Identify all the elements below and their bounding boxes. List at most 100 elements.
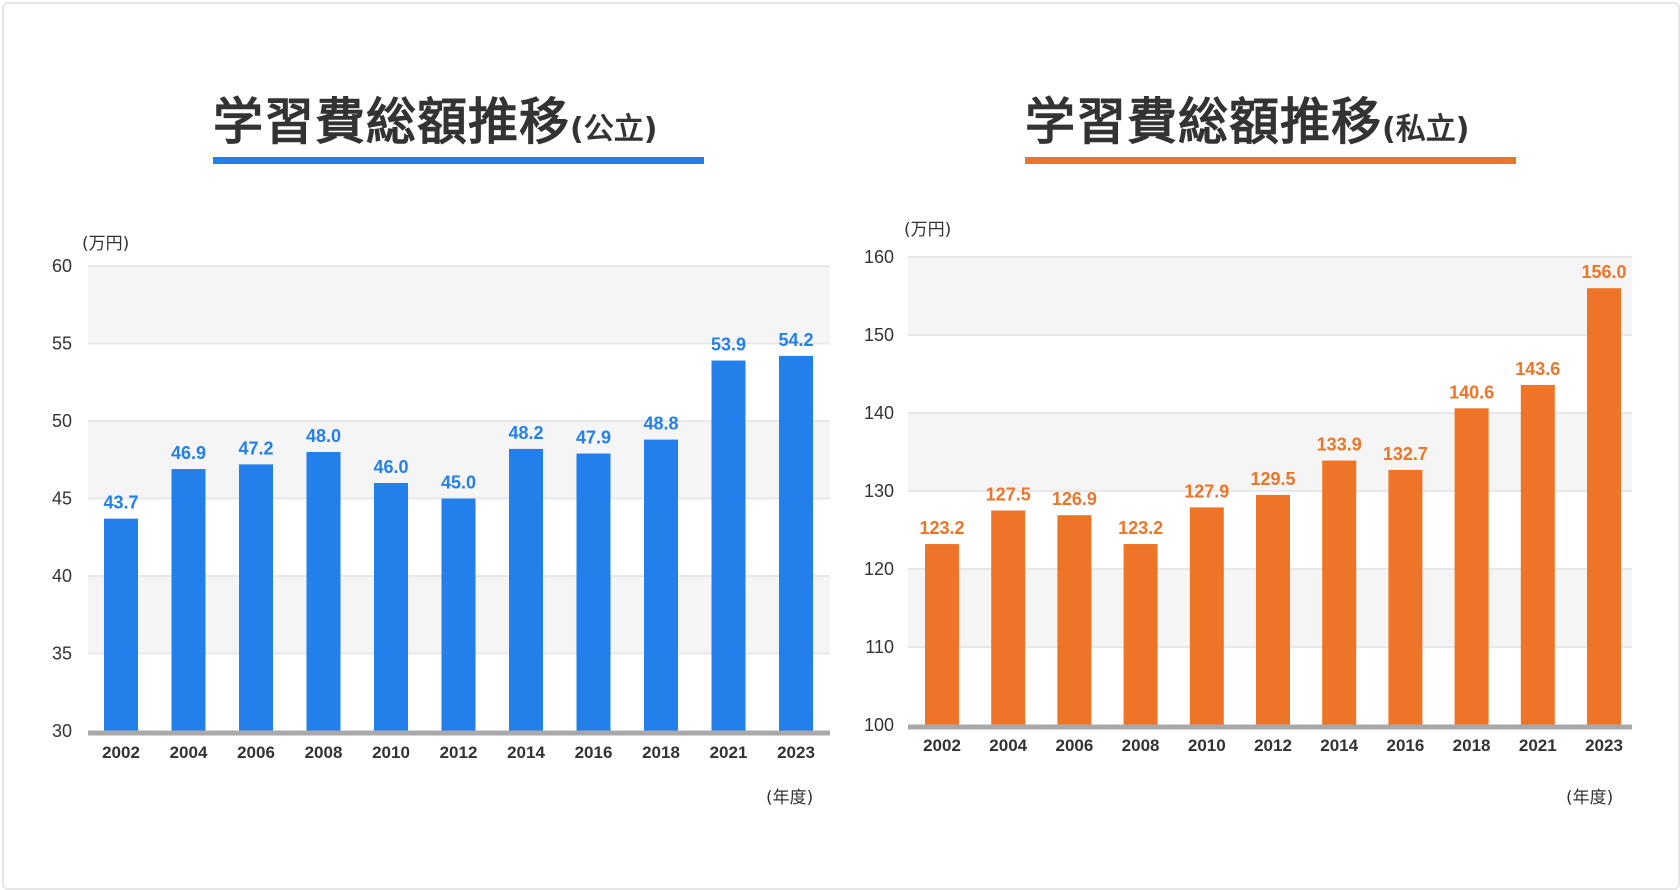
x-tick-label: 2014 <box>507 743 545 762</box>
y-tick-label: 55 <box>52 334 72 354</box>
data-label: 48.0 <box>306 426 341 446</box>
bar-chart-private: 100 110 120 130 140 150 160 123.2 2002 127.5 2004 1… <box>864 247 1632 755</box>
y-tick-label: 50 <box>52 411 72 431</box>
y-unit-label: (万円) <box>904 220 952 240</box>
grid-band <box>88 421 830 499</box>
bar <box>1388 469 1423 725</box>
x-tick-label: 2016 <box>1386 736 1424 755</box>
bar <box>576 453 611 731</box>
y-tick-label: 40 <box>52 566 72 586</box>
chart-title-main: 学習費総額推移 <box>213 93 570 151</box>
data-label: 156.0 <box>1581 262 1626 282</box>
title-underline-public <box>213 157 704 164</box>
bar <box>711 360 746 731</box>
data-label: 54.2 <box>778 330 813 350</box>
x-tick-label: 2004 <box>170 743 208 762</box>
y-tick-label: 45 <box>52 489 72 509</box>
data-label: 46.9 <box>171 443 206 463</box>
data-label: 143.6 <box>1515 359 1560 379</box>
bar <box>441 498 476 731</box>
y-tick-label: 120 <box>864 559 894 579</box>
bar <box>1057 515 1092 725</box>
bar <box>374 483 408 731</box>
data-label: 47.2 <box>238 438 273 458</box>
chart-title-suffix: (公立) <box>570 112 658 147</box>
title-underline-private <box>1025 157 1516 164</box>
grid-band <box>88 266 830 344</box>
grid-band <box>908 257 1632 335</box>
bar <box>779 355 813 731</box>
x-unit-label: (年度) <box>766 788 814 808</box>
data-label: 48.8 <box>643 414 678 434</box>
x-unit-label: (年度) <box>1566 788 1614 808</box>
x-tick-label: 2008 <box>305 743 343 762</box>
chart-title-suffix: (私立) <box>1382 112 1470 147</box>
data-label: 123.2 <box>1118 518 1163 538</box>
bar <box>104 518 138 731</box>
data-label: 48.2 <box>508 423 543 443</box>
x-tick-label: 2002 <box>102 743 140 762</box>
bar <box>1520 384 1555 725</box>
data-label: 140.6 <box>1449 382 1494 402</box>
bar <box>1322 460 1357 725</box>
bar <box>239 464 273 731</box>
data-label: 127.5 <box>986 485 1031 505</box>
data-label: 126.9 <box>1052 489 1097 509</box>
y-tick-label: 160 <box>864 247 894 267</box>
y-tick-label: 35 <box>52 644 72 664</box>
bar <box>644 439 678 731</box>
y-tick-label: 110 <box>865 637 894 657</box>
chart-title-main: 学習費総額推移 <box>1025 93 1382 151</box>
y-tick-label: 150 <box>864 325 894 345</box>
x-tick-label: 2018 <box>642 743 680 762</box>
x-tick-label: 2010 <box>372 743 410 762</box>
chart-panel-private: 学習費総額推移(私立) (万円) (年度) 100 110 120 130 140 150… <box>840 0 1680 890</box>
y-tick-label: 140 <box>864 403 894 423</box>
x-tick-label: 2008 <box>1122 736 1160 755</box>
x-tick-label: 2023 <box>1585 736 1623 755</box>
y-tick-label: 60 <box>52 256 72 276</box>
data-label: 123.2 <box>919 518 964 538</box>
bar <box>1587 288 1621 725</box>
data-label: 127.9 <box>1184 481 1229 501</box>
x-tick-label: 2018 <box>1453 736 1491 755</box>
x-tick-label: 2012 <box>1254 736 1292 755</box>
x-tick-label: 2006 <box>1055 736 1093 755</box>
y-unit-label: (万円) <box>82 234 130 254</box>
bar <box>1256 494 1290 725</box>
data-label: 45.0 <box>441 473 476 493</box>
x-tick-label: 2002 <box>923 736 961 755</box>
data-label: 132.7 <box>1383 444 1428 464</box>
grid-band <box>908 413 1632 491</box>
x-tick-label: 2021 <box>710 743 748 762</box>
x-tick-label: 2004 <box>989 736 1027 755</box>
data-label: 53.9 <box>711 335 746 355</box>
x-tick-label: 2016 <box>575 743 613 762</box>
y-tick-label: 130 <box>864 481 894 501</box>
chart-panel-public: 学習費総額推移(公立) (万円) (年度) 30 35 40 45 50 55 60 43.7… <box>52 82 830 808</box>
x-tick-label: 2023 <box>777 743 815 762</box>
bar <box>1123 544 1158 725</box>
bar <box>1189 507 1224 725</box>
x-tick-label: 2006 <box>237 743 275 762</box>
bar <box>171 469 206 731</box>
data-label: 129.5 <box>1250 469 1295 489</box>
bar <box>306 452 341 731</box>
bar <box>1454 408 1489 725</box>
bar <box>925 544 959 725</box>
x-tick-label: 2010 <box>1188 736 1226 755</box>
data-label: 47.9 <box>576 428 611 448</box>
y-tick-label: 30 <box>52 721 72 741</box>
bar-chart-public: 30 35 40 45 50 55 60 43.7 2002 46.9 2004 47.2 2006 48… <box>52 256 830 762</box>
bar <box>509 448 543 731</box>
x-tick-label: 2014 <box>1320 736 1358 755</box>
data-label: 43.7 <box>103 493 138 513</box>
bar <box>991 510 1026 725</box>
y-tick-label: 100 <box>864 715 894 735</box>
x-tick-label: 2012 <box>440 743 478 762</box>
chart-title-private: 学習費総額推移(私立) <box>1025 82 1469 154</box>
data-label: 46.0 <box>373 457 408 477</box>
x-tick-label: 2021 <box>1519 736 1557 755</box>
data-label: 133.9 <box>1317 435 1362 455</box>
chart-title-public: 学習費総額推移(公立) <box>213 82 657 154</box>
